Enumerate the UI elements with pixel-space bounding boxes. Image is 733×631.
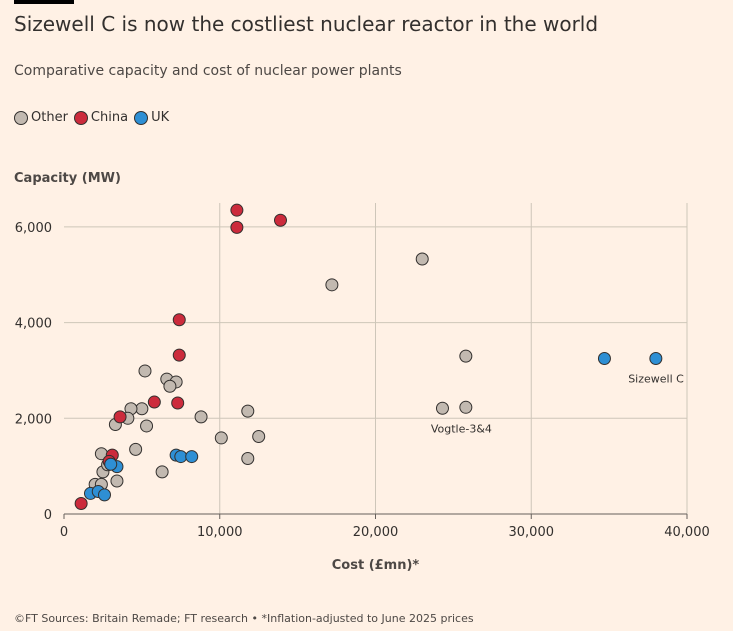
data-point-other <box>135 402 149 416</box>
data-point-uk <box>104 457 118 471</box>
data-point-china <box>74 496 88 510</box>
chart-subtitle: Comparative capacity and cost of nuclear… <box>14 63 402 79</box>
x-tick-label: 40,000 <box>664 525 710 540</box>
data-point-other <box>163 379 177 393</box>
legend-label-china: China <box>90 110 129 125</box>
data-point-other <box>459 400 473 414</box>
x-tick-label: 20,000 <box>353 525 399 540</box>
data-point-china <box>230 203 244 217</box>
data-point-other <box>435 401 449 415</box>
data-point-china <box>273 213 287 227</box>
y-tick-label: 2,000 <box>15 412 52 427</box>
data-point-other <box>194 410 208 424</box>
chart-title: Sizewell C is now the costliest nuclear … <box>14 12 599 36</box>
data-point-china <box>171 396 185 410</box>
x-tick-label: 10,000 <box>197 525 243 540</box>
data-point-other <box>415 252 429 266</box>
y-axis-label: Capacity (MW) <box>14 171 121 186</box>
data-point-uk <box>185 450 199 464</box>
y-tick-label: 0 <box>44 508 52 523</box>
data-point-other <box>214 431 228 445</box>
data-point-china <box>147 395 161 409</box>
x-tick-label: 30,000 <box>509 525 555 540</box>
data-point-china <box>230 220 244 234</box>
brand-bar <box>14 0 74 4</box>
data-point-other <box>325 278 339 292</box>
legend-item-other: Other <box>14 110 68 125</box>
y-tick-label: 4,000 <box>15 317 52 332</box>
data-point-uk <box>597 352 611 365</box>
data-point-other <box>110 474 124 488</box>
data-point-other <box>241 404 255 418</box>
data-point-other <box>140 419 154 433</box>
data-point-other <box>138 364 152 378</box>
annotation-label: Vogtle-3&4 <box>431 422 492 435</box>
x-tick-label: 0 <box>60 525 68 540</box>
data-point-other <box>459 349 473 363</box>
legend-label-other: Other <box>31 110 68 125</box>
legend-item-china: China <box>73 110 129 125</box>
data-point-china <box>172 348 186 362</box>
data-point-china <box>172 313 186 327</box>
data-point-other <box>241 451 255 465</box>
legend-swatch-other <box>14 110 28 125</box>
annotation-label: Sizewell C <box>628 373 684 386</box>
legend-swatch-uk <box>134 110 149 125</box>
legend-item-uk: UK <box>134 110 169 125</box>
data-point-china <box>113 410 127 424</box>
data-point-uk <box>649 352 663 365</box>
legend: Other China UK <box>14 110 175 125</box>
y-tick-label: 6,000 <box>15 221 52 236</box>
data-point-other <box>155 465 169 479</box>
source-footer: ©FT Sources: Britain Remade; FT research… <box>14 612 474 625</box>
legend-swatch-china <box>73 110 88 125</box>
data-point-uk <box>97 488 111 502</box>
x-axis-label: Cost (£mn)* <box>332 558 420 573</box>
data-point-other <box>129 442 143 456</box>
data-point-other <box>252 429 266 443</box>
data-point-uk <box>174 450 188 464</box>
legend-label-uk: UK <box>151 110 170 125</box>
